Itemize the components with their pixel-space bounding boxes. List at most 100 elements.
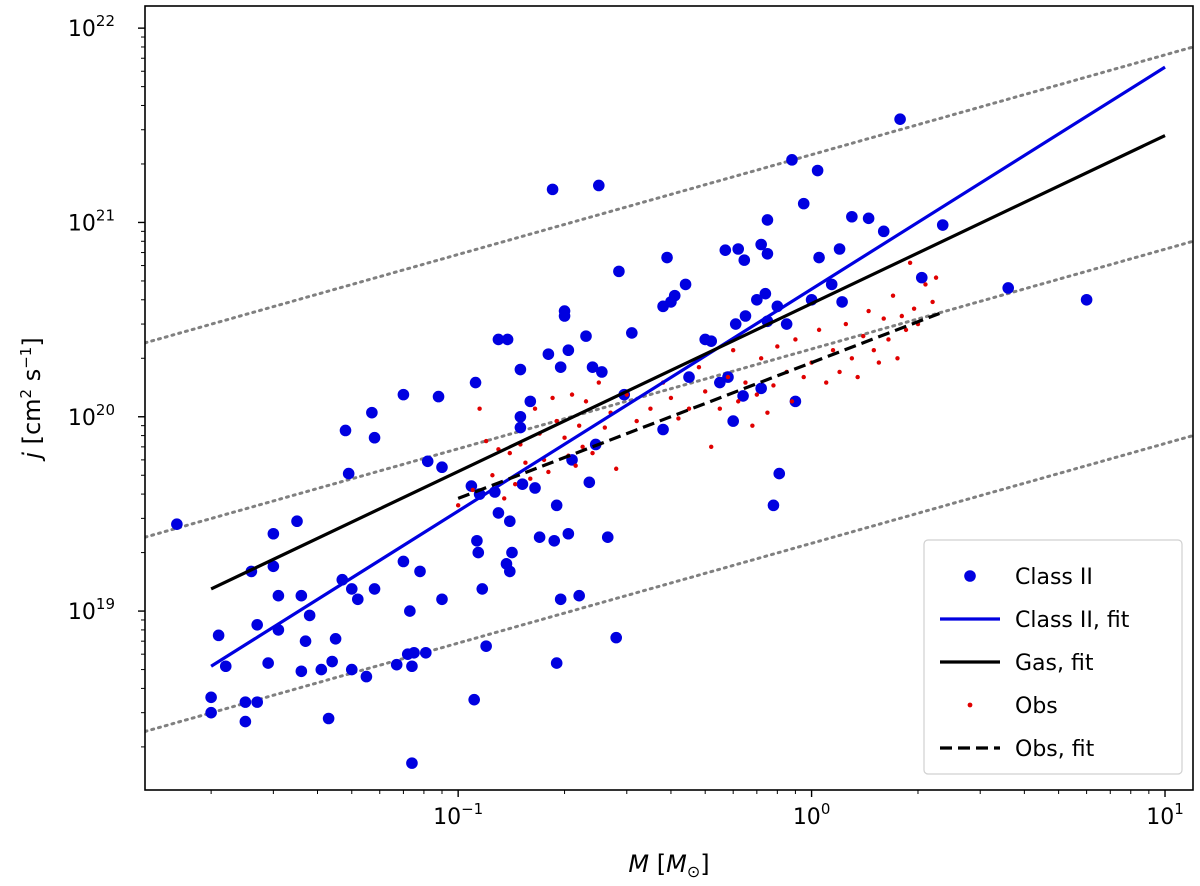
- data-point: [548, 534, 561, 547]
- data-point: [890, 293, 896, 298]
- data-point: [533, 531, 546, 543]
- data-point: [476, 583, 489, 595]
- data-point: [596, 380, 602, 385]
- data-point: [514, 421, 527, 434]
- data-point: [727, 415, 739, 427]
- data-point: [528, 476, 533, 481]
- data-point: [1080, 293, 1093, 306]
- data-point: [751, 293, 763, 306]
- data-point: [765, 410, 770, 415]
- data-point: [562, 344, 575, 357]
- data-point: [390, 658, 403, 671]
- data-point: [714, 376, 726, 389]
- data-point: [780, 318, 793, 330]
- data-point: [590, 450, 595, 456]
- data-point: [436, 593, 448, 606]
- data-point: [397, 388, 410, 401]
- data-point: [813, 251, 825, 264]
- data-point: [512, 481, 518, 487]
- data-point: [730, 348, 736, 353]
- data-point: [758, 356, 764, 361]
- data-point: [833, 243, 846, 255]
- y-axis-label: j [cm2 s−1]: [17, 337, 46, 461]
- data-point: [272, 589, 285, 602]
- data-point: [849, 356, 855, 361]
- legend-box: [923, 539, 1183, 775]
- data-point: [507, 450, 513, 456]
- data-point: [502, 496, 507, 501]
- data-point: [903, 327, 909, 333]
- data-point: [601, 531, 614, 543]
- data-point: [554, 418, 559, 424]
- data-point: [1002, 282, 1014, 294]
- data-point: [345, 663, 358, 676]
- data-point: [472, 546, 485, 559]
- data-point: [546, 183, 559, 196]
- data-point: [705, 335, 718, 347]
- data-point: [239, 696, 252, 708]
- y-tick-label: 1020: [68, 401, 115, 431]
- data-point: [586, 361, 599, 373]
- data-point: [558, 310, 571, 322]
- data-point: [736, 399, 741, 404]
- plot-frame: [144, 5, 1194, 791]
- x-axis-label: M [M⊙]: [628, 850, 709, 881]
- data-point: [737, 390, 749, 402]
- data-point: [205, 706, 217, 719]
- fit-line: [210, 65, 1166, 668]
- data-point: [580, 330, 592, 342]
- data-point: [368, 583, 381, 595]
- legend-label: Obs, fit: [1015, 737, 1095, 762]
- legend: Class II Class II, fit Gas, fit Obs Obs, fit: [923, 539, 1183, 775]
- data-point: [886, 337, 891, 342]
- data-point: [613, 466, 619, 471]
- data-point: [811, 164, 824, 177]
- data-point: [514, 410, 527, 423]
- data-point: [291, 515, 303, 528]
- legend-entry: Class II, fit: [940, 608, 1130, 633]
- data-point: [171, 518, 183, 530]
- data-point: [719, 244, 732, 256]
- data-point: [837, 369, 842, 375]
- data-point: [824, 380, 829, 385]
- data-point: [576, 423, 582, 428]
- data-point: [546, 469, 551, 475]
- x-tick-label: 100: [793, 800, 831, 830]
- data-point: [490, 473, 495, 478]
- data-point: [420, 646, 432, 659]
- data-point: [846, 210, 858, 223]
- data-point: [573, 463, 578, 468]
- data-point: [470, 487, 475, 493]
- data-point: [801, 374, 806, 380]
- legend-entry: Class II: [964, 565, 1093, 590]
- data-point: [709, 444, 714, 450]
- x-tick-label: 101: [1146, 800, 1184, 830]
- data-point: [773, 467, 786, 480]
- data-point: [610, 631, 622, 644]
- data-point: [421, 455, 434, 468]
- data-point: [477, 406, 482, 411]
- data-point: [550, 395, 555, 401]
- data-point: [523, 460, 528, 465]
- data-point: [529, 482, 541, 494]
- data-point: [797, 197, 810, 210]
- data-point: [329, 632, 342, 645]
- data-point: [676, 416, 681, 421]
- data-point: [436, 461, 448, 474]
- legend-label: Class II: [1015, 565, 1093, 590]
- legend-label: Gas, fit: [1015, 651, 1094, 676]
- data-point: [767, 499, 780, 512]
- data-point: [414, 565, 426, 578]
- series-class-ii-fit: [210, 65, 1166, 668]
- data-point: [725, 374, 731, 380]
- data-point: [406, 660, 418, 673]
- data-point: [876, 360, 882, 365]
- data-point: [877, 225, 890, 238]
- data-point: [613, 265, 625, 278]
- data-point: [871, 348, 877, 353]
- data-point: [455, 503, 461, 508]
- data-point: [524, 395, 537, 408]
- data-point: [554, 361, 567, 373]
- data-point: [855, 374, 860, 380]
- data-point: [315, 663, 328, 676]
